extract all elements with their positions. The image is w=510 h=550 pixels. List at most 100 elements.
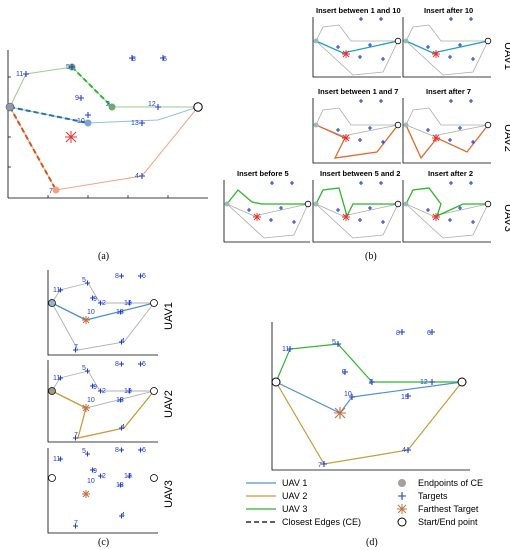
- panel-d: 11 5 8 6 9 2 12 10 13 7 4: [271, 322, 470, 471]
- panel-d-uav3-route: [275, 343, 462, 383]
- svg-text:4: 4: [121, 338, 125, 345]
- panel-a-endpoint: [84, 119, 92, 127]
- svg-text:5: 5: [82, 448, 86, 455]
- svg-text:7: 7: [74, 520, 78, 527]
- svg-text:13: 13: [116, 397, 124, 404]
- panel-b-title-1-2: Insert after 10: [424, 6, 473, 15]
- panel-b-row-label-uav3: UAV3: [502, 204, 510, 232]
- svg-text:2: 2: [102, 473, 106, 480]
- svg-text:4: 4: [402, 447, 406, 454]
- svg-text:2: 2: [369, 379, 373, 386]
- panel-c-uav2: 11 5 8 6 9 2 12 10 13 7 4: [47, 360, 158, 443]
- panel-a-uav2-route: [9, 106, 199, 191]
- svg-text:7: 7: [318, 462, 322, 469]
- panel-d-uav1-route: [275, 381, 463, 414]
- panel-a-uav1-route: [9, 106, 199, 124]
- svg-text:10: 10: [87, 397, 95, 404]
- svg-text:12: 12: [124, 388, 132, 395]
- legend-closest-edges: Closest Edges (CE): [282, 517, 361, 527]
- panel-b-sub-3-1: [223, 180, 312, 243]
- svg-text:13: 13: [401, 394, 409, 401]
- panel-a-ce-uav3: [71, 66, 113, 108]
- svg-text:2: 2: [102, 300, 106, 307]
- panel-a-uav3-route: [9, 66, 198, 108]
- svg-text:11: 11: [282, 346, 289, 353]
- panel-d-axes: [271, 322, 470, 471]
- panel-b-row-label-uav2: UAV2: [502, 124, 510, 152]
- panel-a-label-10: 10: [77, 118, 85, 125]
- svg-text:10: 10: [87, 309, 95, 316]
- panel-d-end-point: [457, 377, 467, 387]
- panel-a-endpoint: [52, 186, 60, 194]
- panel-b-sub-3-2: [312, 180, 402, 243]
- svg-text:13: 13: [116, 482, 124, 489]
- panel-a-label-6: 6: [163, 56, 167, 63]
- svg-text:6: 6: [142, 447, 146, 454]
- panel-d-uav2-route: [275, 381, 463, 465]
- svg-text:6: 6: [142, 361, 146, 368]
- legend-uav1: UAV 1: [282, 478, 307, 488]
- panel-a: 11 5 9 8 6 2 10 12 13 7 4: [5, 50, 208, 199]
- panel-c-uav3: 11 5 8 6 9 2 12 10 13 7 4: [47, 447, 158, 534]
- panel-a-label-9: 9: [75, 95, 79, 102]
- svg-text:8: 8: [115, 361, 119, 368]
- legend-start-end-icon: [397, 517, 407, 527]
- svg-text:7: 7: [74, 432, 78, 439]
- svg-text:10: 10: [87, 478, 95, 485]
- caption-d: (d): [366, 537, 378, 548]
- svg-text:7: 7: [74, 344, 78, 351]
- panel-c-row-label-uav3: UAV3: [163, 480, 175, 508]
- svg-text:11: 11: [53, 375, 60, 382]
- legend-start-end: Start/End point: [418, 517, 478, 527]
- caption-b: (b): [365, 251, 377, 262]
- panel-b-title-3-2: Insert between 5 and 2: [320, 169, 400, 178]
- svg-text:4: 4: [121, 424, 125, 431]
- svg-text:12: 12: [124, 473, 132, 480]
- panel-c-row-label-uav1: UAV1: [163, 302, 175, 330]
- panel-a-label-11: 11: [16, 71, 23, 78]
- caption-a: (a): [98, 251, 109, 262]
- svg-text:12: 12: [124, 300, 132, 307]
- panel-a-label-2: 2: [106, 101, 110, 108]
- svg-text:5: 5: [332, 339, 336, 346]
- panel-a-label-4: 4: [135, 173, 139, 180]
- legend-endpoints: Endpoints of CE: [418, 478, 483, 488]
- legend-endpoint-icon: [398, 479, 406, 487]
- panel-b-row-label-uav1: UAV1: [502, 42, 510, 70]
- svg-text:6: 6: [142, 273, 146, 280]
- svg-text:5: 5: [82, 277, 86, 284]
- panel-b-title-1-1: Insert between 1 and 10: [316, 6, 401, 15]
- panel-c-uav1: 11 5 8 6 9 2 12 10 13 7 4: [47, 270, 158, 356]
- svg-text:4: 4: [121, 512, 125, 519]
- svg-text:8: 8: [115, 273, 119, 280]
- legend-targets: Targets: [418, 491, 448, 501]
- panel-d-start-point: [271, 377, 281, 387]
- panel-d-targets: [287, 329, 435, 467]
- svg-text:6: 6: [427, 330, 431, 337]
- svg-text:11: 11: [53, 456, 60, 463]
- panel-b-sub-1-1: [312, 17, 402, 78]
- svg-text:2: 2: [102, 388, 106, 395]
- panel-a-label-13: 13: [131, 120, 139, 127]
- svg-text:12: 12: [420, 379, 428, 386]
- svg-text:8: 8: [396, 330, 400, 337]
- legend: UAV 1 UAV 2 UAV 3 Closest Edges (CE) End…: [246, 478, 483, 527]
- panel-a-ticks: [8, 76, 169, 198]
- panel-b-sub-2-2: [402, 98, 492, 164]
- panel-a-endpoint: [5, 102, 15, 112]
- panel-c: 11 5 8 6 9 2 12 10 13 7 4 UAV1 11 5 8 6 …: [47, 270, 175, 534]
- svg-text:9: 9: [93, 468, 97, 475]
- legend-uav2: UAV 2: [282, 491, 307, 501]
- panel-b-sub-1-2: [402, 17, 492, 78]
- panel-b-title-2-2: Insert after 7: [426, 87, 471, 96]
- legend-farthest-target: Farthest Target: [418, 504, 479, 514]
- svg-text:9: 9: [342, 369, 346, 376]
- panel-b-title-3-3: Insert after 2: [428, 169, 473, 178]
- panel-b-title-3-1: Insert before 5: [237, 169, 289, 178]
- panel-a-label-5: 5: [66, 64, 70, 71]
- panel-b-sub-2-1: [312, 98, 402, 164]
- svg-text:8: 8: [115, 447, 119, 454]
- panel-a-endpoint: [108, 103, 116, 111]
- panel-b-title-2-1: Insert between 1 and 7: [318, 87, 398, 96]
